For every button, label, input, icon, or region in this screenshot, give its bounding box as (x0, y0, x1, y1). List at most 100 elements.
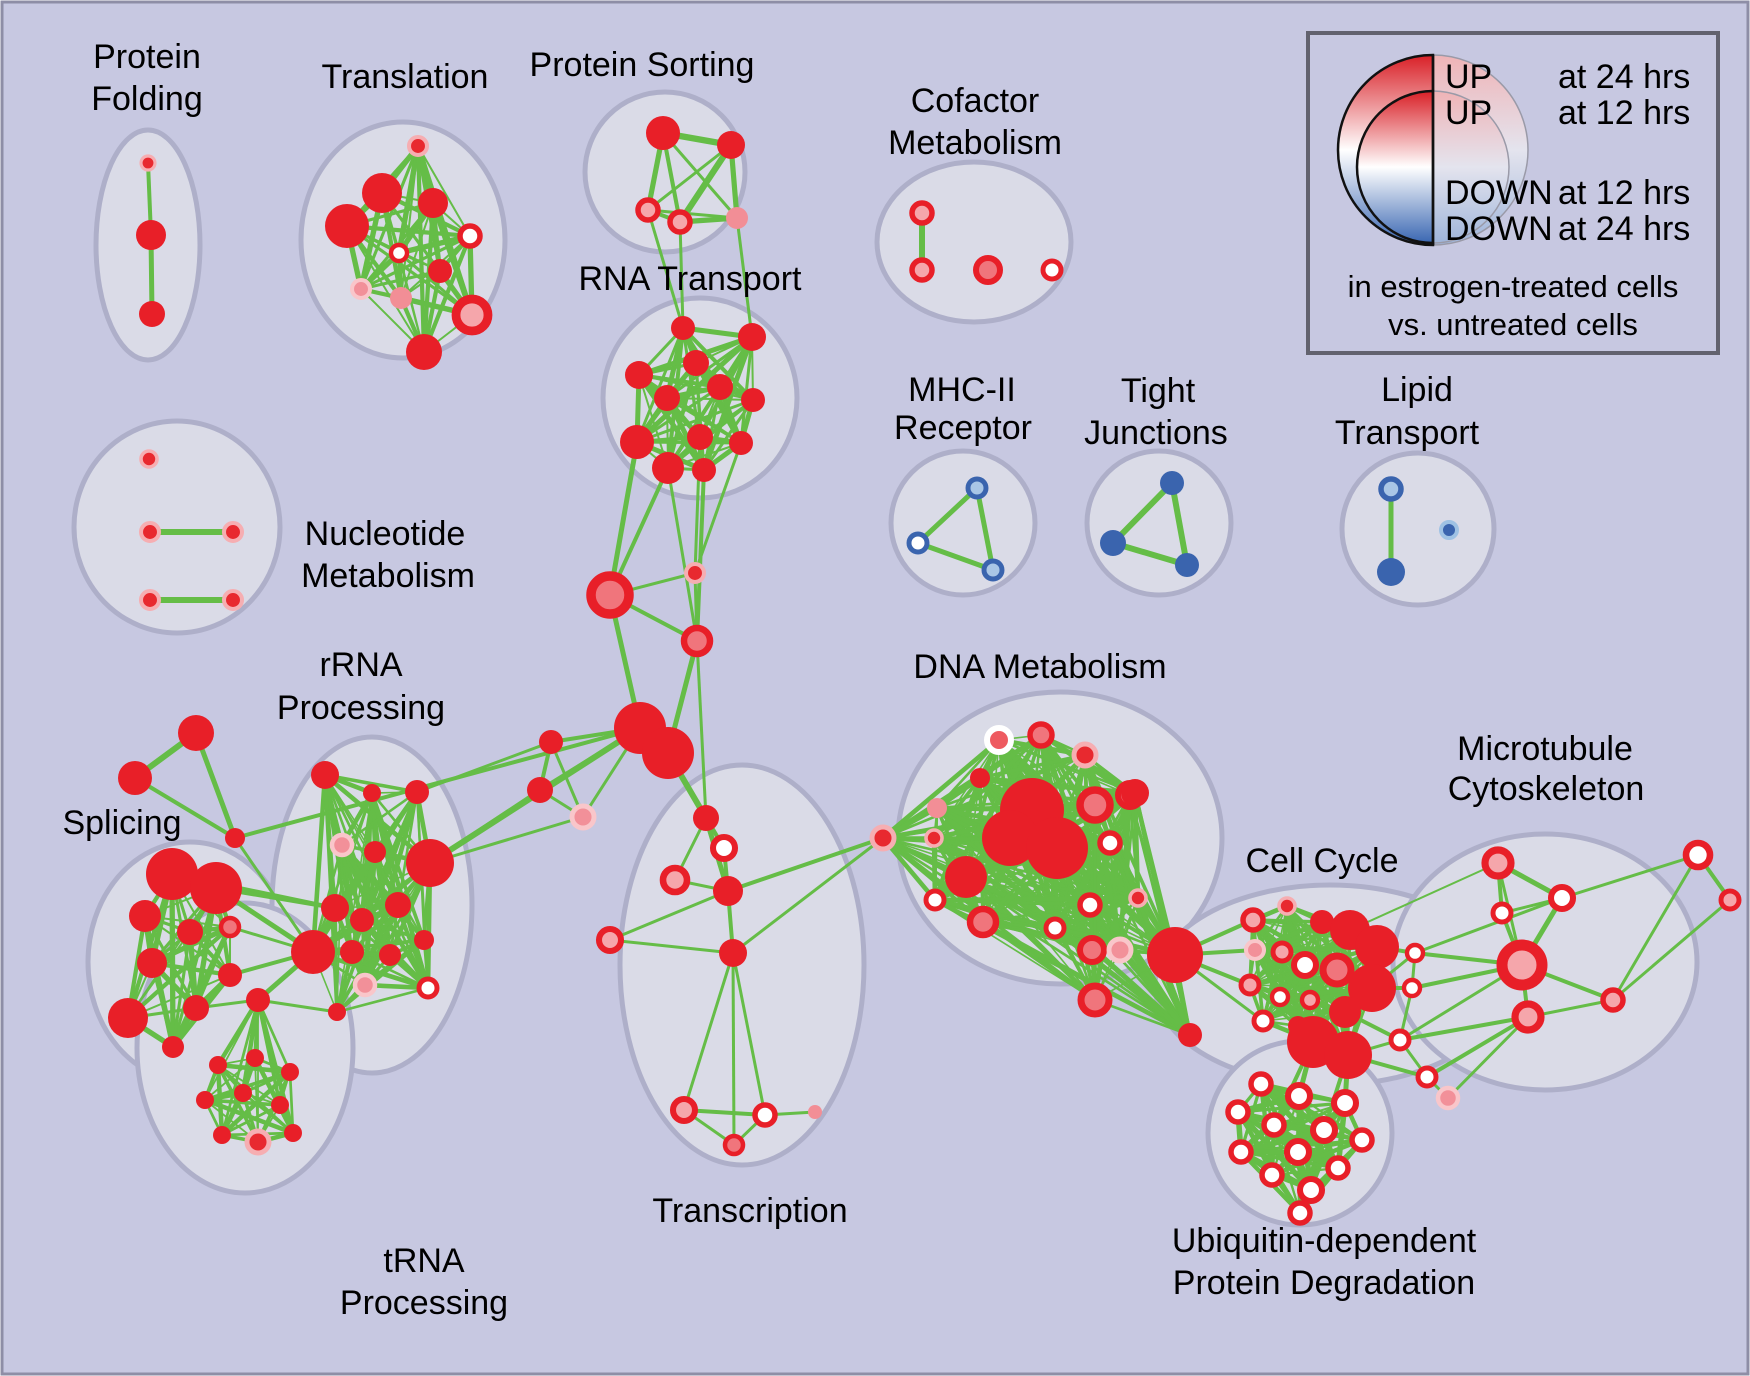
network-node (1349, 1127, 1375, 1153)
network-node (722, 1133, 746, 1157)
network-edge (233, 726, 642, 840)
network-node (927, 798, 947, 818)
cluster-ellipse-ps (582, 89, 748, 255)
network-node (1076, 786, 1114, 824)
network-node (1284, 1081, 1314, 1111)
network-node (869, 824, 897, 852)
network-node (1160, 471, 1184, 495)
network-node (923, 888, 947, 912)
network-edge (428, 815, 585, 865)
network-node (741, 388, 765, 412)
legend-inner-circle-strong (1355, 89, 1435, 245)
legend-down-inner-time: at 12 hrs (1558, 174, 1690, 212)
network-node (687, 424, 713, 450)
network-edge (982, 904, 1091, 923)
network-node (713, 876, 743, 906)
network-node (451, 294, 493, 336)
network-node (1043, 916, 1067, 940)
network-edge (880, 737, 1002, 841)
network-node (586, 571, 634, 619)
cluster-ellipse-nm (71, 418, 283, 636)
network-node (1547, 883, 1577, 913)
network-node (667, 209, 693, 235)
network-edge (676, 141, 735, 226)
network-node (1175, 553, 1199, 577)
network-edge (981, 920, 1192, 1037)
network-node (752, 1102, 778, 1128)
network-node (1481, 846, 1515, 880)
network-node (1496, 939, 1548, 991)
network-edge (731, 836, 885, 955)
network-node (246, 1049, 264, 1067)
network-node (1299, 989, 1321, 1011)
network-node (1121, 779, 1149, 807)
network-node (709, 833, 739, 863)
network-node (1355, 925, 1399, 969)
network-edge (204, 999, 259, 1101)
nodes-layer (108, 116, 1742, 1226)
network-node (738, 323, 766, 351)
network-node (209, 1056, 227, 1074)
legend-up-outer-label: UP (1445, 58, 1492, 96)
network-edge (417, 145, 471, 237)
network-edge (359, 269, 442, 291)
network-node (692, 458, 716, 482)
network-edge (1425, 1015, 1530, 1079)
legend-box: UP at 24 hrs UP at 12 hrs DOWN at 12 hrs… (1306, 31, 1720, 355)
network-node (183, 995, 209, 1021)
cluster-label: MHC-II (908, 371, 1016, 409)
network-node (405, 780, 429, 804)
network-node (973, 255, 1003, 285)
legend-down-outer-time: at 24 hrs (1558, 210, 1690, 248)
network-node (340, 940, 364, 964)
network-node (321, 894, 349, 922)
network-node (1511, 1000, 1545, 1034)
network-edge (933, 837, 1091, 906)
network-node (642, 727, 694, 779)
network-node (1439, 520, 1459, 540)
cluster-label: Receptor (894, 409, 1032, 447)
network-node (1283, 1137, 1313, 1167)
network-edge (731, 951, 736, 1147)
network-edge (702, 398, 755, 472)
network-edge (635, 326, 685, 444)
cluster-ellipse-mh (888, 448, 1038, 598)
network-edge (1611, 898, 1732, 1002)
cluster-label: Folding (91, 80, 203, 118)
network-node (1251, 1009, 1275, 1033)
network-edge (204, 1057, 256, 1101)
network-node (428, 259, 452, 283)
network-edge (1413, 896, 1564, 955)
network-node (683, 561, 707, 585)
network-node (970, 768, 990, 788)
network-node (1270, 940, 1294, 964)
network-edge (1169, 480, 1190, 568)
network-node (118, 761, 152, 795)
cluster-label: Transcription (652, 1192, 847, 1230)
network-node (234, 1084, 252, 1102)
network-edge (731, 951, 767, 1117)
cluster-label: Tight (1121, 372, 1196, 410)
network-node (1077, 935, 1107, 965)
network-edge (1280, 950, 1300, 1028)
network-node (218, 915, 242, 939)
network-node (982, 810, 1038, 866)
network-edge (1117, 947, 1193, 1038)
network-edge (1446, 1015, 1530, 1100)
cluster-label: Protein Degradation (1173, 1264, 1475, 1302)
network-edge (346, 225, 425, 353)
network-edge (646, 208, 685, 330)
network-edge (1252, 919, 1325, 953)
network-edge (256, 998, 339, 1014)
network-node (350, 908, 374, 932)
network-edge (735, 216, 754, 339)
network-edge (340, 790, 419, 847)
network-node (311, 761, 339, 789)
network-edge (220, 1103, 282, 1137)
network-node (1324, 1031, 1372, 1079)
network-node (906, 531, 930, 555)
network-node (1401, 977, 1423, 999)
network-edge (549, 740, 585, 819)
network-node (244, 1128, 272, 1156)
network-edge (288, 1070, 295, 1135)
